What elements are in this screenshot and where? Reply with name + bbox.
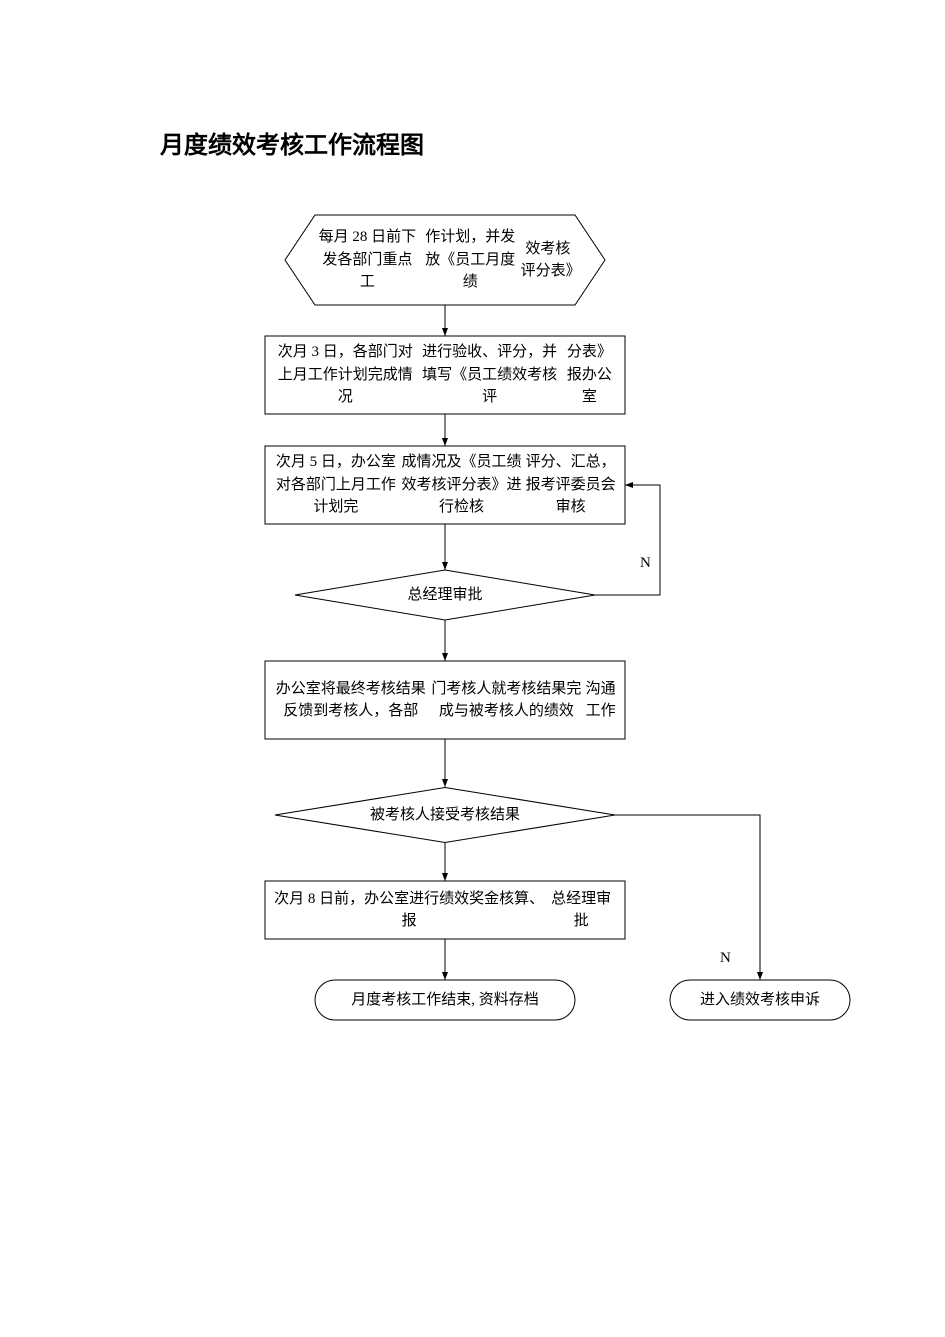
node-text-n2: 次月 3 日，各部门对上月工作计划完成情况进行验收、评分，并填写《员工绩效考核评… (273, 336, 617, 414)
node-text-n6: 被考核人接受考核结果 (295, 788, 595, 843)
edge-e9 (615, 815, 760, 980)
edge-label-e8: N (640, 555, 651, 572)
node-text-n5: 办公室将最终考核结果反馈到考核人，各部门考核人就考核结果完成与被考核人的绩效沟通… (273, 661, 617, 739)
node-text-n1: 每月 28 日前下发各部门重点工作计划，并发放《员工月度绩效考核评分表》 (315, 215, 575, 305)
node-text-n7: 次月 8 日前，办公室进行绩效奖金核算、报总经理审批 (273, 881, 617, 939)
node-text-n9: 进入绩效考核申诉 (678, 980, 842, 1020)
node-text-n3: 次月 5 日，办公室对各部门上月工作计划完成情况及《员工绩效考核评分表》进行检核… (273, 446, 617, 524)
edge-label-e9: N (720, 950, 731, 967)
page: 月度绩效考核工作流程图 每月 28 日前下发各部门重点工作计划，并发放《员工月度… (0, 0, 945, 1337)
node-text-n4: 总经理审批 (315, 570, 575, 620)
node-text-n8: 月度考核工作结束, 资料存档 (323, 980, 567, 1020)
